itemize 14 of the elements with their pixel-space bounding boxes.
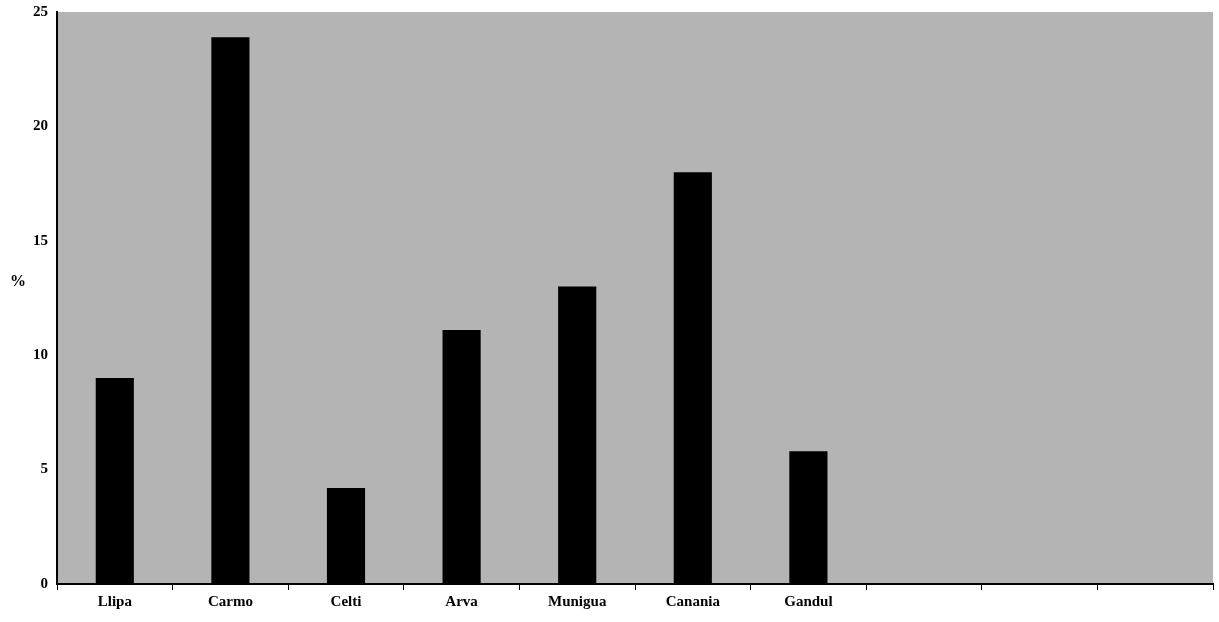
y-tick-label: 5 [40, 460, 48, 477]
x-tick-label: Canania [665, 592, 721, 609]
y-tick-label: 25 [33, 2, 48, 19]
y-axis-title: % [10, 272, 26, 290]
x-tick-label: Munigua [548, 592, 607, 609]
x-tick-label: Arva [445, 592, 479, 609]
x-tick-label: Celti [330, 592, 362, 609]
y-tick-label: 0 [40, 574, 48, 591]
x-tick-label: Carmo [207, 592, 253, 609]
y-tick-label: 15 [33, 231, 48, 248]
x-tick-label: Gandul [784, 592, 833, 609]
y-tick-label: 20 [33, 117, 48, 134]
x-tick-label: Llipa [97, 592, 133, 609]
y-tick-label: 10 [33, 346, 48, 363]
